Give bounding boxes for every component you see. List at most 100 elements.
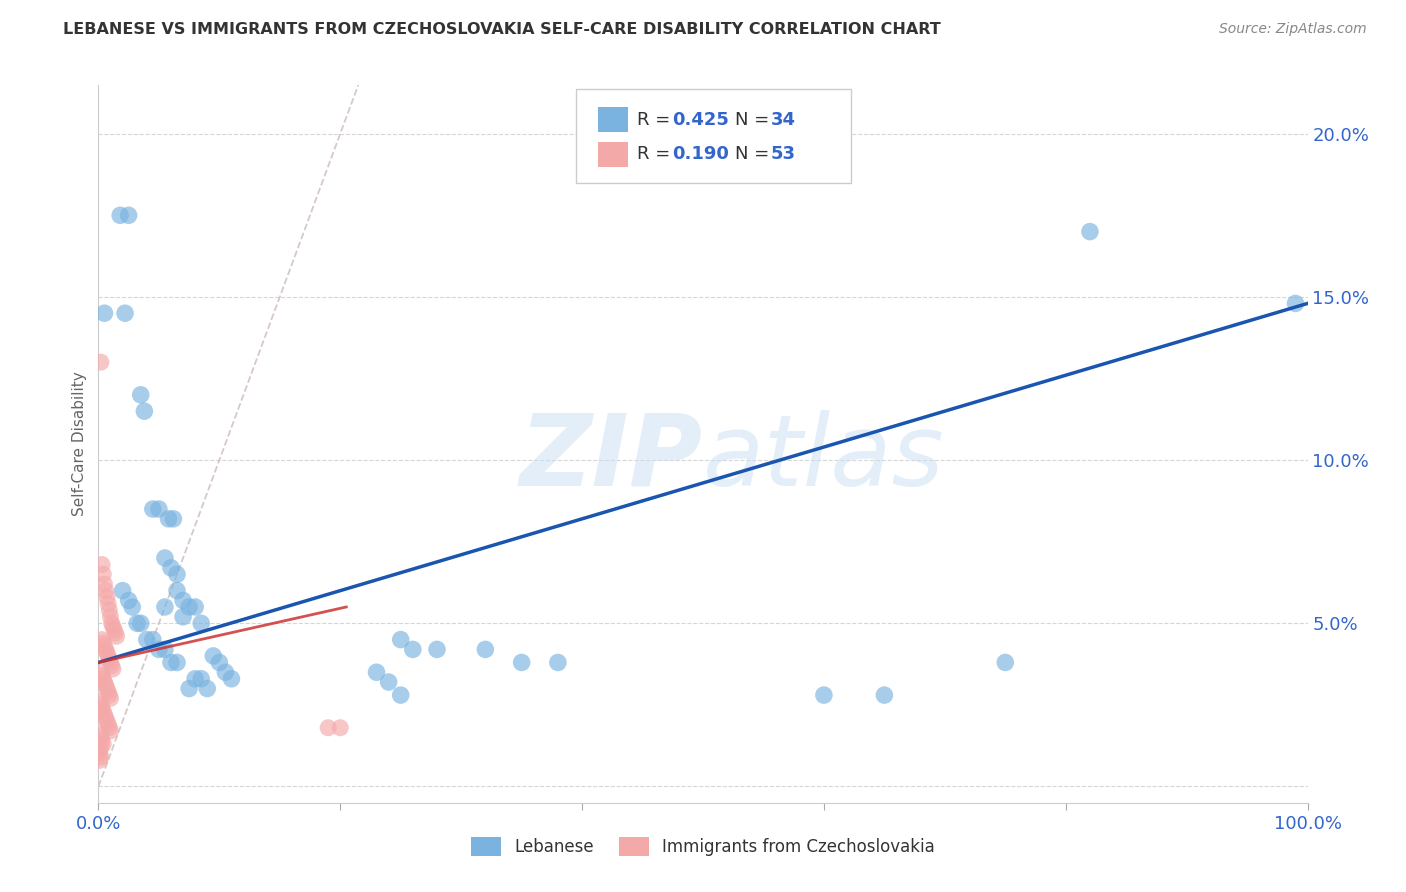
Point <box>366 665 388 680</box>
Point <box>1284 296 1306 310</box>
Point <box>90 355 112 369</box>
Point <box>121 599 143 614</box>
Point <box>101 619 124 633</box>
Point <box>108 208 131 222</box>
Point <box>91 733 114 747</box>
Point <box>190 616 212 631</box>
Point <box>104 626 127 640</box>
Point <box>94 711 117 725</box>
Point <box>114 306 136 320</box>
Point <box>101 662 124 676</box>
Text: 34: 34 <box>770 111 796 128</box>
Point <box>129 616 152 631</box>
Point <box>89 747 111 761</box>
Point <box>90 665 112 680</box>
Point <box>89 727 111 741</box>
Point <box>111 583 134 598</box>
Point <box>148 642 170 657</box>
Text: 0.425: 0.425 <box>672 111 728 128</box>
Point <box>510 656 533 670</box>
Point <box>96 590 118 604</box>
Point <box>172 593 194 607</box>
Point <box>172 609 194 624</box>
Text: atlas: atlas <box>703 409 945 507</box>
Legend: Lebanese, Immigrants from Czechoslovakia: Lebanese, Immigrants from Czechoslovakia <box>464 830 942 863</box>
Point <box>813 688 835 702</box>
Point <box>89 695 111 709</box>
Point <box>157 512 180 526</box>
Text: R =: R = <box>637 145 676 163</box>
Point <box>93 675 115 690</box>
Point <box>91 701 114 715</box>
Text: R =: R = <box>637 111 676 128</box>
Point <box>96 646 118 660</box>
Point <box>90 731 112 745</box>
Point <box>90 698 112 712</box>
Point <box>89 743 111 757</box>
Point <box>96 681 118 696</box>
Point <box>94 583 117 598</box>
Point <box>91 672 114 686</box>
Point <box>142 502 165 516</box>
Text: N =: N = <box>735 145 775 163</box>
Point <box>91 567 114 582</box>
Point <box>94 642 117 657</box>
Point <box>98 721 121 735</box>
Point <box>1078 225 1101 239</box>
Point <box>474 642 496 657</box>
Point <box>90 750 112 764</box>
Point <box>426 642 449 657</box>
Point <box>91 632 114 647</box>
Point <box>97 685 120 699</box>
Point <box>994 656 1017 670</box>
Point <box>153 642 176 657</box>
Point <box>93 577 115 591</box>
Point <box>221 672 243 686</box>
Text: Source: ZipAtlas.com: Source: ZipAtlas.com <box>1219 22 1367 37</box>
Point <box>103 623 125 637</box>
Point <box>134 404 156 418</box>
Point <box>160 561 183 575</box>
Point <box>91 636 114 650</box>
Point <box>127 616 149 631</box>
Text: N =: N = <box>735 111 775 128</box>
Point <box>100 658 122 673</box>
Point <box>184 599 207 614</box>
Point <box>377 675 399 690</box>
Point <box>100 724 122 739</box>
Point <box>100 656 122 670</box>
Point <box>98 688 121 702</box>
Y-axis label: Self-Care Disability: Self-Care Disability <box>72 371 87 516</box>
Point <box>329 721 352 735</box>
Point <box>100 616 122 631</box>
Point <box>100 691 122 706</box>
Point <box>129 388 152 402</box>
Point <box>160 656 183 670</box>
Point <box>179 599 201 614</box>
Text: 53: 53 <box>770 145 796 163</box>
Point <box>166 567 188 582</box>
Point <box>93 306 115 320</box>
Point <box>214 665 236 680</box>
Point <box>91 558 114 572</box>
Point <box>97 648 120 663</box>
Point <box>118 208 141 222</box>
Point <box>873 688 896 702</box>
Point <box>91 668 114 682</box>
Point <box>90 740 112 755</box>
Point <box>547 656 569 670</box>
Point <box>105 629 128 643</box>
Point <box>142 632 165 647</box>
Point <box>98 652 121 666</box>
Point <box>93 707 115 722</box>
Point <box>91 737 114 751</box>
Point <box>195 681 218 696</box>
Point <box>162 512 184 526</box>
Point <box>202 648 225 663</box>
Point <box>135 632 157 647</box>
Point <box>91 705 114 719</box>
Point <box>389 632 412 647</box>
Point <box>190 672 212 686</box>
Point <box>208 656 231 670</box>
Text: 0.190: 0.190 <box>672 145 728 163</box>
